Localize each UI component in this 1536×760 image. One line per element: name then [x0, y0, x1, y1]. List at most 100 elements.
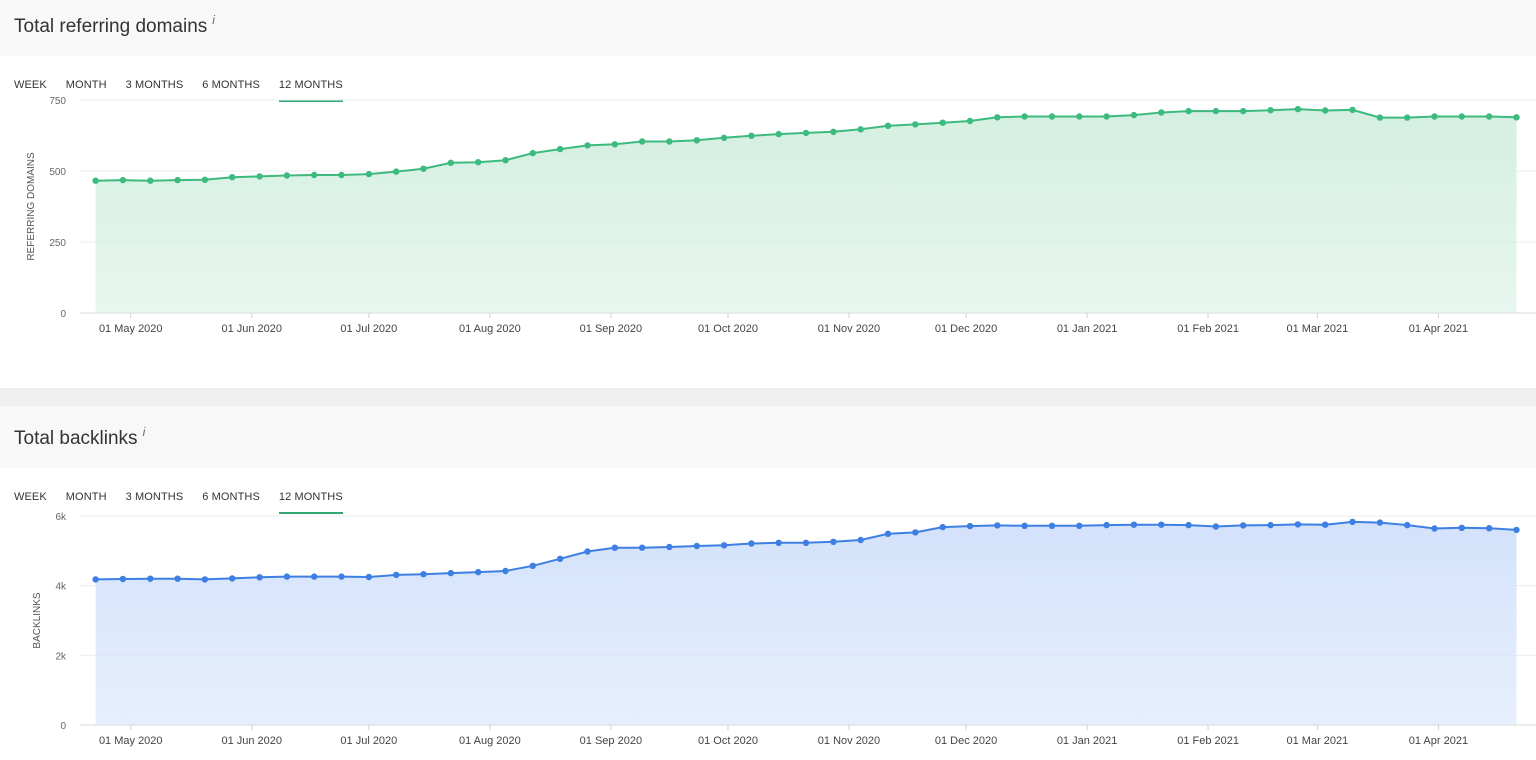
data-point — [1458, 524, 1466, 531]
data-point — [1486, 525, 1493, 532]
x-tick-label: 01 May 2020 — [99, 735, 163, 747]
data-point — [119, 176, 127, 184]
data-point — [693, 542, 700, 550]
tab-month[interactable]: MONTH — [65, 491, 107, 503]
panel-title-referring-domains: Total referring domains i — [14, 13, 215, 38]
data-point — [502, 157, 509, 164]
data-point — [748, 540, 755, 547]
data-point — [420, 165, 427, 172]
data-point — [857, 126, 864, 133]
data-point — [638, 544, 646, 551]
data-point — [1158, 521, 1165, 528]
data-point — [1376, 114, 1384, 121]
data-point — [311, 171, 318, 179]
series-area — [95, 109, 1517, 313]
data-point — [1158, 109, 1165, 116]
data-point — [912, 529, 919, 536]
y-tick-label: 0 — [60, 721, 66, 732]
data-point — [1103, 113, 1110, 120]
data-point — [1431, 113, 1438, 120]
data-point — [529, 562, 536, 569]
x-tick-label: 01 Feb 2021 — [1177, 323, 1239, 335]
data-point — [884, 530, 892, 537]
series-area — [95, 521, 1517, 725]
referring-domains-chart: 0 250 500 750 REFERRING DOMAINS 01 May 2020 01… — [26, 96, 1536, 335]
data-point — [830, 538, 837, 545]
data-point — [201, 576, 209, 583]
data-point — [939, 523, 946, 531]
tab-12-months[interactable]: 12 MONTHS — [278, 484, 343, 514]
x-tick-label: 01 Nov 2020 — [818, 323, 880, 335]
data-point — [1267, 521, 1274, 529]
x-tick-label: 01 Feb 2021 — [1177, 735, 1239, 747]
data-point — [1076, 522, 1083, 529]
data-point — [584, 548, 591, 555]
info-icon[interactable]: i — [142, 425, 146, 439]
data-point — [1130, 521, 1138, 528]
data-point — [1513, 526, 1520, 534]
y-tick-label: 750 — [49, 96, 66, 107]
tab-6-months[interactable]: 6 MONTHS — [202, 491, 260, 503]
info-icon[interactable]: i — [212, 13, 215, 27]
data-point — [1486, 113, 1493, 120]
data-point — [1322, 107, 1329, 114]
data-point — [556, 555, 564, 562]
data-point — [1458, 113, 1466, 120]
data-point — [1240, 107, 1247, 115]
data-point — [1267, 107, 1274, 114]
data-point — [1021, 113, 1028, 120]
x-tick-label: 01 Aug 2020 — [459, 323, 521, 335]
x-tick-label: 01 Oct 2020 — [698, 735, 758, 747]
data-point — [884, 122, 892, 129]
x-tick-label: 01 Jun 2020 — [221, 323, 282, 335]
data-point — [447, 569, 454, 577]
data-point — [666, 138, 673, 145]
y-tick-label: 250 — [49, 238, 66, 249]
x-tick-label: 01 Jul 2020 — [340, 735, 397, 747]
data-point — [92, 576, 99, 583]
tab-6-months[interactable]: 6 MONTHS — [202, 79, 260, 91]
data-point — [338, 171, 345, 179]
data-point — [502, 567, 509, 575]
data-point — [966, 117, 974, 125]
y-tick-label: 2k — [55, 651, 67, 662]
data-point — [994, 522, 1001, 529]
data-point — [939, 119, 946, 126]
data-point — [420, 571, 427, 578]
data-point — [1185, 521, 1192, 529]
data-point — [748, 132, 755, 139]
data-point — [1048, 113, 1056, 120]
data-point — [475, 568, 482, 576]
data-point — [256, 574, 263, 581]
tab-12-months[interactable]: 12 MONTHS — [278, 72, 343, 102]
data-point — [283, 172, 291, 179]
data-point — [311, 573, 318, 580]
data-point — [1513, 114, 1520, 121]
data-point — [365, 170, 373, 178]
x-tick-label: 01 Aug 2020 — [459, 735, 521, 747]
data-point — [1376, 519, 1384, 526]
period-tabs-referring-domains: WEEK MONTH 3 MONTHS 6 MONTHS 12 MONTHS — [14, 72, 343, 102]
y-tick-label: 6k — [55, 512, 67, 523]
data-point — [393, 571, 400, 579]
x-tick-label: 01 Sep 2020 — [580, 735, 642, 747]
x-tick-label: 01 Nov 2020 — [818, 735, 880, 747]
x-tick-label: 01 Dec 2020 — [935, 323, 997, 335]
data-point — [693, 137, 700, 144]
data-point — [994, 114, 1001, 121]
tab-week[interactable]: WEEK — [14, 79, 47, 91]
panel-header-referring-domains — [0, 0, 1536, 56]
data-point — [1404, 114, 1411, 121]
tab-week[interactable]: WEEK — [14, 491, 47, 503]
tab-3-months[interactable]: 3 MONTHS — [125, 79, 184, 91]
tab-3-months[interactable]: 3 MONTHS — [125, 491, 184, 503]
x-tick-label: 01 Apr 2021 — [1409, 735, 1468, 747]
data-point — [556, 145, 564, 153]
tab-month[interactable]: MONTH — [65, 79, 107, 91]
data-point — [119, 575, 127, 583]
x-tick-label: 01 Dec 2020 — [935, 735, 997, 747]
x-tick-label: 01 Sep 2020 — [580, 323, 642, 335]
x-tick-label: 01 May 2020 — [99, 323, 163, 335]
data-point — [229, 174, 236, 181]
data-point — [638, 138, 646, 145]
